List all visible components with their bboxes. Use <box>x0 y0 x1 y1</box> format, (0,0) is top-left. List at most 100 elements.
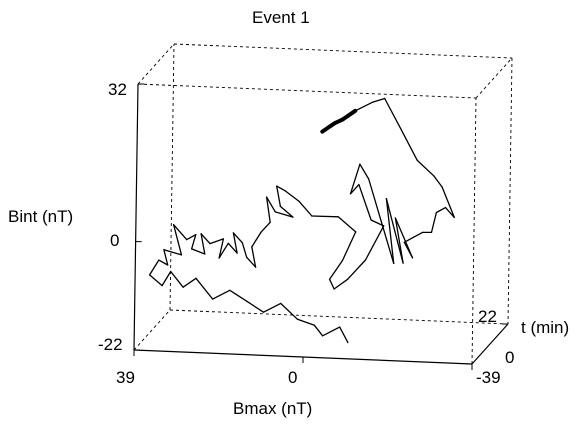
box-edge <box>137 83 477 99</box>
series-segment <box>435 206 447 214</box>
series-segment <box>346 259 367 280</box>
series-segment <box>320 121 337 134</box>
series-segment <box>433 175 443 188</box>
series-segment <box>359 163 370 180</box>
series-segment <box>430 211 438 234</box>
series-segment <box>260 221 271 233</box>
series-segment <box>163 249 169 266</box>
box-edge <box>137 43 175 85</box>
box-edge <box>169 43 175 311</box>
series-segment <box>218 238 225 259</box>
series-segment <box>172 224 183 256</box>
series-segment <box>394 217 414 259</box>
series-segment <box>276 185 287 192</box>
series-segment <box>358 183 372 221</box>
series-segment <box>158 259 169 266</box>
series-segment <box>416 159 435 177</box>
series-segment <box>265 196 276 213</box>
series-segment <box>321 326 341 337</box>
series-segment <box>385 198 395 265</box>
series-segment <box>441 186 455 219</box>
series-segment <box>337 216 357 233</box>
series-segment <box>400 128 418 162</box>
series-segment <box>284 190 300 202</box>
series-segment <box>246 300 265 313</box>
series-segment <box>276 185 282 208</box>
series-segment <box>368 178 395 265</box>
y-tick-label: 32 <box>108 80 127 99</box>
series-segment <box>251 246 257 268</box>
series-segment <box>313 324 324 337</box>
series-segment <box>190 234 197 250</box>
x-tick-label: 0 <box>288 368 298 387</box>
series-segment <box>311 215 339 218</box>
x-tick-label: -39 <box>476 368 501 387</box>
series-segment <box>161 270 172 287</box>
box-edge <box>471 97 477 365</box>
series-segment <box>190 248 206 255</box>
y-tick-label: 0 <box>110 231 120 250</box>
series-segment <box>340 108 358 122</box>
series-segment <box>148 274 163 287</box>
box-edge <box>507 57 513 325</box>
series-segment <box>280 302 299 320</box>
z-tick-label: 0 <box>505 348 515 367</box>
series-segment <box>227 242 238 254</box>
series-segment <box>212 289 231 300</box>
series-segment <box>339 326 349 344</box>
series-segment <box>200 233 211 245</box>
series-segment <box>370 219 385 227</box>
series-segment <box>163 249 183 256</box>
chart-title: Event 1 <box>252 8 310 27</box>
series-segment <box>172 224 188 241</box>
series-segment <box>274 211 294 218</box>
y-tick-label: -22 <box>98 335 123 354</box>
box-edge <box>169 309 509 325</box>
series-segment <box>298 200 313 217</box>
series-segment <box>218 242 229 259</box>
z-tick-label: 22 <box>478 307 497 326</box>
series-segment <box>296 318 316 326</box>
series-segment <box>349 183 360 195</box>
series-segment <box>186 234 197 241</box>
series-segment <box>371 97 386 104</box>
series-segment <box>232 232 243 244</box>
series-segment <box>333 278 349 290</box>
series-segment <box>341 231 357 262</box>
series-segment <box>265 196 271 223</box>
series-segment <box>241 242 248 258</box>
box-edge <box>173 43 513 59</box>
series-segment <box>209 238 225 245</box>
series-segment <box>148 259 160 276</box>
series-segment <box>279 205 294 218</box>
series-segment <box>364 225 385 261</box>
box-edge <box>133 309 171 351</box>
series-segment <box>328 278 335 290</box>
series-segment <box>354 101 373 112</box>
series-segment <box>232 232 238 254</box>
box-edge <box>475 57 513 99</box>
series-segment <box>262 302 282 313</box>
series-line-group <box>148 97 455 344</box>
series-segment <box>328 259 344 280</box>
x-axis-label: Bmax (nT) <box>233 399 313 418</box>
z-axis-line <box>471 323 509 365</box>
series-segment <box>200 233 206 255</box>
series-segment <box>229 289 248 302</box>
y-axis-label: Bint (nT) <box>8 207 74 226</box>
series-segment <box>349 163 361 195</box>
series-segment <box>385 198 404 264</box>
series-segment <box>182 277 197 288</box>
z-axis-label: t (min) <box>521 318 570 337</box>
series-segment <box>384 97 402 131</box>
series-segment <box>251 231 262 248</box>
series-segment <box>444 206 455 219</box>
axes-box <box>133 43 513 370</box>
series-segment <box>246 256 257 268</box>
series-segment <box>412 231 424 238</box>
y-axis-line <box>133 83 139 351</box>
series-segment <box>195 277 214 300</box>
series-segment <box>170 270 184 288</box>
x-tick-label: 39 <box>116 368 135 387</box>
